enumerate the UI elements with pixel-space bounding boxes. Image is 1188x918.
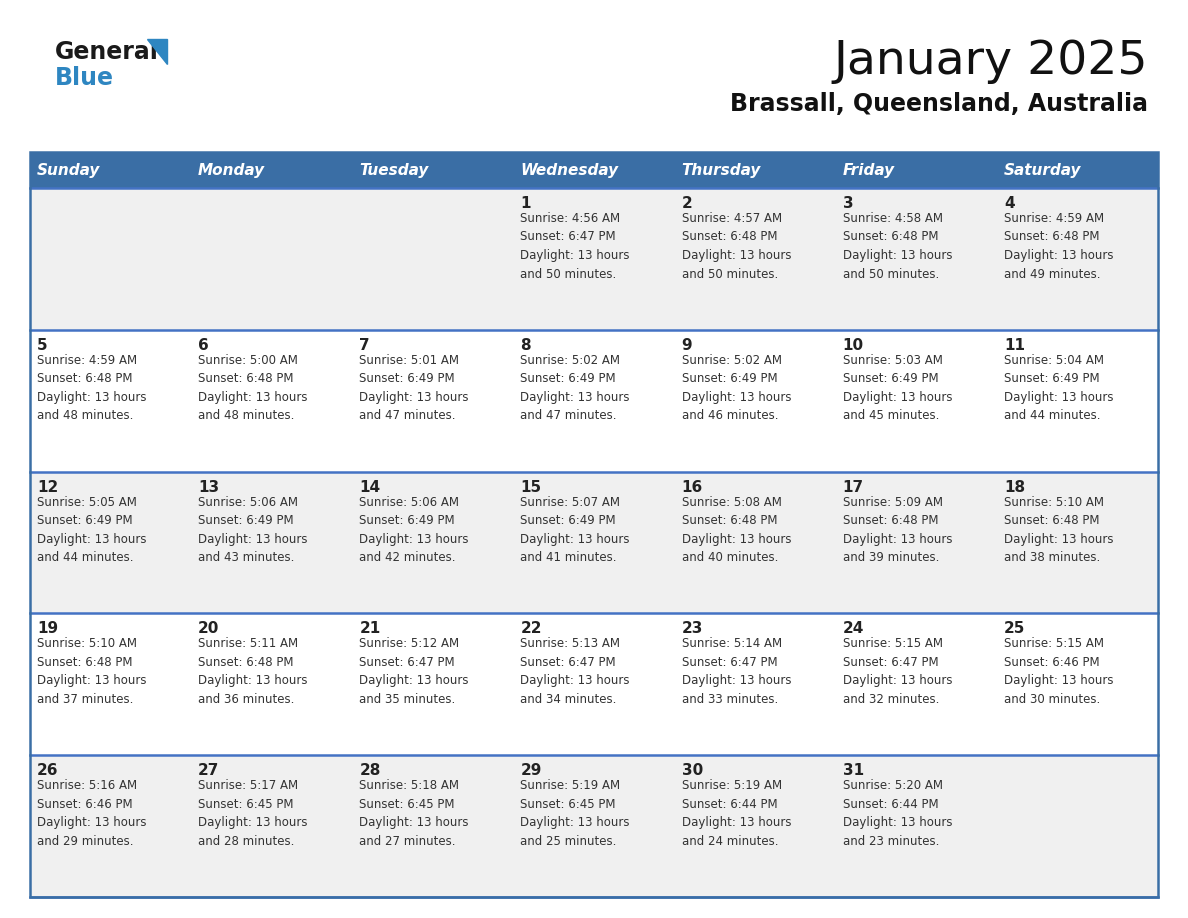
Text: Sunrise: 5:05 AM
Sunset: 6:49 PM
Daylight: 13 hours
and 44 minutes.: Sunrise: 5:05 AM Sunset: 6:49 PM Dayligh…	[37, 496, 146, 564]
Text: Sunrise: 4:58 AM
Sunset: 6:48 PM
Daylight: 13 hours
and 50 minutes.: Sunrise: 4:58 AM Sunset: 6:48 PM Dayligh…	[842, 212, 953, 281]
Text: 4: 4	[1004, 196, 1015, 211]
Text: 14: 14	[359, 479, 380, 495]
Text: 20: 20	[198, 621, 220, 636]
Text: 2: 2	[682, 196, 693, 211]
Text: Sunrise: 5:10 AM
Sunset: 6:48 PM
Daylight: 13 hours
and 38 minutes.: Sunrise: 5:10 AM Sunset: 6:48 PM Dayligh…	[1004, 496, 1113, 564]
Text: 3: 3	[842, 196, 853, 211]
Text: Sunrise: 5:15 AM
Sunset: 6:46 PM
Daylight: 13 hours
and 30 minutes.: Sunrise: 5:15 AM Sunset: 6:46 PM Dayligh…	[1004, 637, 1113, 706]
Text: Sunrise: 4:57 AM
Sunset: 6:48 PM
Daylight: 13 hours
and 50 minutes.: Sunrise: 4:57 AM Sunset: 6:48 PM Dayligh…	[682, 212, 791, 281]
Text: 26: 26	[37, 763, 58, 778]
Text: 10: 10	[842, 338, 864, 353]
Text: Sunrise: 4:56 AM
Sunset: 6:47 PM
Daylight: 13 hours
and 50 minutes.: Sunrise: 4:56 AM Sunset: 6:47 PM Dayligh…	[520, 212, 630, 281]
Text: Sunday: Sunday	[37, 162, 100, 177]
Text: Sunrise: 5:11 AM
Sunset: 6:48 PM
Daylight: 13 hours
and 36 minutes.: Sunrise: 5:11 AM Sunset: 6:48 PM Dayligh…	[198, 637, 308, 706]
Text: 22: 22	[520, 621, 542, 636]
Text: General: General	[55, 40, 159, 64]
Text: Sunrise: 5:04 AM
Sunset: 6:49 PM
Daylight: 13 hours
and 44 minutes.: Sunrise: 5:04 AM Sunset: 6:49 PM Dayligh…	[1004, 353, 1113, 422]
Text: 1: 1	[520, 196, 531, 211]
Text: Sunrise: 5:00 AM
Sunset: 6:48 PM
Daylight: 13 hours
and 48 minutes.: Sunrise: 5:00 AM Sunset: 6:48 PM Dayligh…	[198, 353, 308, 422]
Bar	[30, 613, 1158, 756]
Text: Sunrise: 5:20 AM
Sunset: 6:44 PM
Daylight: 13 hours
and 23 minutes.: Sunrise: 5:20 AM Sunset: 6:44 PM Dayligh…	[842, 779, 953, 847]
Text: 9: 9	[682, 338, 693, 353]
Text: 15: 15	[520, 479, 542, 495]
Text: Sunrise: 5:10 AM
Sunset: 6:48 PM
Daylight: 13 hours
and 37 minutes.: Sunrise: 5:10 AM Sunset: 6:48 PM Dayligh…	[37, 637, 146, 706]
Text: Thursday: Thursday	[682, 162, 762, 177]
Text: Sunrise: 5:08 AM
Sunset: 6:48 PM
Daylight: 13 hours
and 40 minutes.: Sunrise: 5:08 AM Sunset: 6:48 PM Dayligh…	[682, 496, 791, 564]
Text: 24: 24	[842, 621, 864, 636]
Text: Monday: Monday	[198, 162, 265, 177]
Text: Brassall, Queensland, Australia: Brassall, Queensland, Australia	[729, 92, 1148, 116]
Text: 27: 27	[198, 763, 220, 778]
Bar	[30, 188, 1158, 330]
Text: Sunrise: 5:14 AM
Sunset: 6:47 PM
Daylight: 13 hours
and 33 minutes.: Sunrise: 5:14 AM Sunset: 6:47 PM Dayligh…	[682, 637, 791, 706]
Bar	[30, 152, 1158, 897]
Text: 19: 19	[37, 621, 58, 636]
Text: Sunrise: 5:15 AM
Sunset: 6:47 PM
Daylight: 13 hours
and 32 minutes.: Sunrise: 5:15 AM Sunset: 6:47 PM Dayligh…	[842, 637, 953, 706]
Text: 30: 30	[682, 763, 703, 778]
Text: 25: 25	[1004, 621, 1025, 636]
Text: Sunrise: 5:02 AM
Sunset: 6:49 PM
Daylight: 13 hours
and 47 minutes.: Sunrise: 5:02 AM Sunset: 6:49 PM Dayligh…	[520, 353, 630, 422]
Text: 12: 12	[37, 479, 58, 495]
Bar	[30, 152, 1158, 188]
Text: Sunrise: 5:16 AM
Sunset: 6:46 PM
Daylight: 13 hours
and 29 minutes.: Sunrise: 5:16 AM Sunset: 6:46 PM Dayligh…	[37, 779, 146, 847]
Text: Sunrise: 5:06 AM
Sunset: 6:49 PM
Daylight: 13 hours
and 42 minutes.: Sunrise: 5:06 AM Sunset: 6:49 PM Dayligh…	[359, 496, 469, 564]
Text: Sunrise: 5:06 AM
Sunset: 6:49 PM
Daylight: 13 hours
and 43 minutes.: Sunrise: 5:06 AM Sunset: 6:49 PM Dayligh…	[198, 496, 308, 564]
Text: 5: 5	[37, 338, 48, 353]
Text: 29: 29	[520, 763, 542, 778]
Text: 23: 23	[682, 621, 703, 636]
Text: Blue: Blue	[55, 66, 114, 90]
Text: Sunrise: 5:19 AM
Sunset: 6:45 PM
Daylight: 13 hours
and 25 minutes.: Sunrise: 5:19 AM Sunset: 6:45 PM Dayligh…	[520, 779, 630, 847]
Text: Sunrise: 5:07 AM
Sunset: 6:49 PM
Daylight: 13 hours
and 41 minutes.: Sunrise: 5:07 AM Sunset: 6:49 PM Dayligh…	[520, 496, 630, 564]
Text: 21: 21	[359, 621, 380, 636]
Text: 16: 16	[682, 479, 703, 495]
Text: 11: 11	[1004, 338, 1025, 353]
Text: 6: 6	[198, 338, 209, 353]
Text: 13: 13	[198, 479, 220, 495]
Text: Wednesday: Wednesday	[520, 162, 619, 177]
Text: Sunrise: 5:09 AM
Sunset: 6:48 PM
Daylight: 13 hours
and 39 minutes.: Sunrise: 5:09 AM Sunset: 6:48 PM Dayligh…	[842, 496, 953, 564]
Text: Sunrise: 5:02 AM
Sunset: 6:49 PM
Daylight: 13 hours
and 46 minutes.: Sunrise: 5:02 AM Sunset: 6:49 PM Dayligh…	[682, 353, 791, 422]
Text: Sunrise: 5:01 AM
Sunset: 6:49 PM
Daylight: 13 hours
and 47 minutes.: Sunrise: 5:01 AM Sunset: 6:49 PM Dayligh…	[359, 353, 469, 422]
Bar	[30, 330, 1158, 472]
Text: Sunrise: 5:19 AM
Sunset: 6:44 PM
Daylight: 13 hours
and 24 minutes.: Sunrise: 5:19 AM Sunset: 6:44 PM Dayligh…	[682, 779, 791, 847]
Text: January 2025: January 2025	[834, 39, 1148, 84]
Text: 17: 17	[842, 479, 864, 495]
Text: Sunrise: 4:59 AM
Sunset: 6:48 PM
Daylight: 13 hours
and 48 minutes.: Sunrise: 4:59 AM Sunset: 6:48 PM Dayligh…	[37, 353, 146, 422]
Bar	[30, 756, 1158, 897]
Text: Sunrise: 5:13 AM
Sunset: 6:47 PM
Daylight: 13 hours
and 34 minutes.: Sunrise: 5:13 AM Sunset: 6:47 PM Dayligh…	[520, 637, 630, 706]
Text: Tuesday: Tuesday	[359, 162, 429, 177]
Text: 18: 18	[1004, 479, 1025, 495]
Polygon shape	[147, 39, 168, 64]
Bar	[30, 472, 1158, 613]
Text: 31: 31	[842, 763, 864, 778]
Text: 8: 8	[520, 338, 531, 353]
Text: Sunrise: 5:03 AM
Sunset: 6:49 PM
Daylight: 13 hours
and 45 minutes.: Sunrise: 5:03 AM Sunset: 6:49 PM Dayligh…	[842, 353, 953, 422]
Text: 7: 7	[359, 338, 369, 353]
Text: Sunrise: 4:59 AM
Sunset: 6:48 PM
Daylight: 13 hours
and 49 minutes.: Sunrise: 4:59 AM Sunset: 6:48 PM Dayligh…	[1004, 212, 1113, 281]
Text: Sunrise: 5:18 AM
Sunset: 6:45 PM
Daylight: 13 hours
and 27 minutes.: Sunrise: 5:18 AM Sunset: 6:45 PM Dayligh…	[359, 779, 469, 847]
Text: 28: 28	[359, 763, 380, 778]
Text: Sunrise: 5:12 AM
Sunset: 6:47 PM
Daylight: 13 hours
and 35 minutes.: Sunrise: 5:12 AM Sunset: 6:47 PM Dayligh…	[359, 637, 469, 706]
Text: Saturday: Saturday	[1004, 162, 1081, 177]
Text: Friday: Friday	[842, 162, 895, 177]
Text: Sunrise: 5:17 AM
Sunset: 6:45 PM
Daylight: 13 hours
and 28 minutes.: Sunrise: 5:17 AM Sunset: 6:45 PM Dayligh…	[198, 779, 308, 847]
